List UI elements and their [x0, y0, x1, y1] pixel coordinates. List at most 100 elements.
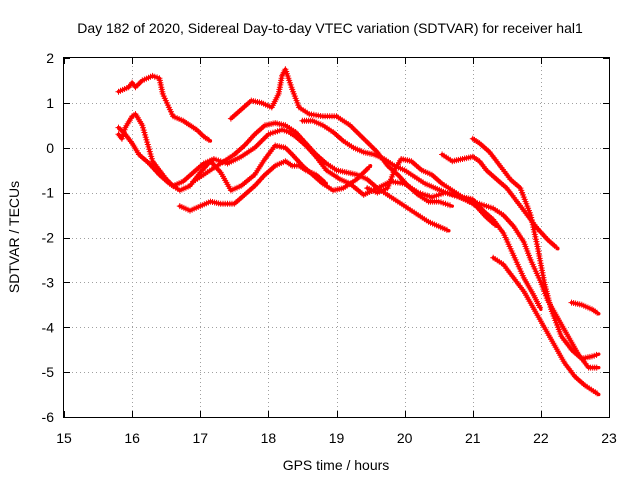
- series-markers: [568, 299, 601, 316]
- data-point: [426, 220, 431, 224]
- data-point: [477, 159, 482, 163]
- data-point: [253, 184, 257, 188]
- data-point: [222, 159, 226, 163]
- plot-area: [115, 66, 601, 397]
- data-point: [259, 101, 264, 105]
- data-point: [161, 92, 165, 96]
- series-trace-4: [176, 158, 328, 214]
- data-point: [232, 152, 236, 157]
- data-point: [375, 191, 379, 195]
- grid: [64, 58, 609, 417]
- data-point: [338, 177, 342, 181]
- data-point: [546, 238, 550, 242]
- data-point: [150, 74, 155, 78]
- series-trace-10: [469, 135, 601, 362]
- data-point: [416, 213, 420, 217]
- data-point: [430, 173, 434, 177]
- data-point: [539, 307, 543, 311]
- data-point: [491, 206, 495, 210]
- data-point: [556, 316, 560, 320]
- data-point: [198, 204, 202, 208]
- data-point: [525, 213, 529, 217]
- data-point: [208, 200, 213, 204]
- data-point: [583, 383, 587, 388]
- data-point: [202, 173, 206, 177]
- data-point: [239, 108, 243, 112]
- series-trace-5: [227, 66, 454, 209]
- data-point: [263, 123, 267, 127]
- data-point: [191, 170, 196, 175]
- data-point: [130, 114, 134, 118]
- data-point: [477, 141, 482, 145]
- x-tick-label: 16: [124, 430, 140, 446]
- data-point: [198, 170, 202, 175]
- data-point: [549, 307, 553, 311]
- data-point: [597, 352, 601, 356]
- data-point: [569, 300, 574, 305]
- data-point: [355, 173, 359, 177]
- x-tick-label: 18: [261, 430, 277, 446]
- data-point: [382, 157, 386, 161]
- data-point: [396, 200, 400, 204]
- data-point: [385, 164, 390, 168]
- data-point: [488, 150, 492, 154]
- data-point: [239, 155, 243, 159]
- data-point: [529, 258, 533, 262]
- data-point: [208, 139, 213, 143]
- data-point: [225, 161, 230, 166]
- data-point: [501, 213, 506, 217]
- data-point: [314, 152, 318, 157]
- data-point: [484, 168, 488, 172]
- data-point: [116, 125, 121, 130]
- data-point: [375, 186, 379, 190]
- data-point: [280, 128, 284, 132]
- data-point: [593, 390, 597, 394]
- x-tick-label: 19: [329, 430, 345, 446]
- data-point: [569, 348, 574, 352]
- x-axis-label: GPS time / hours: [283, 457, 390, 473]
- data-point: [498, 164, 502, 168]
- data-point: [311, 119, 315, 123]
- data-point: [494, 177, 499, 181]
- data-point: [130, 141, 134, 145]
- data-point: [133, 85, 138, 89]
- data-point: [518, 186, 523, 190]
- data-point: [368, 164, 373, 168]
- data-point: [341, 139, 345, 143]
- x-tick-label: 21: [465, 430, 481, 446]
- data-point: [396, 173, 400, 177]
- data-point: [532, 307, 536, 311]
- data-point: [178, 204, 182, 208]
- series-trace-12: [568, 299, 601, 316]
- data-point: [157, 168, 161, 172]
- data-point: [573, 375, 577, 379]
- data-point: [307, 112, 311, 116]
- data-point: [130, 81, 134, 85]
- series-line: [116, 112, 601, 370]
- data-point: [437, 224, 441, 228]
- data-point: [229, 116, 233, 121]
- data-point: [202, 161, 206, 166]
- y-tick-label: -1: [42, 185, 55, 201]
- y-axis-label: SDTVAR / TECUs: [6, 181, 22, 293]
- data-point: [253, 146, 257, 150]
- data-point: [450, 204, 454, 208]
- y-tick-labels: -6 -5 -4 -3 -2 -1 0 1 2: [42, 50, 55, 425]
- x-tick-label: 23: [601, 430, 617, 446]
- data-point: [253, 173, 257, 177]
- data-point: [178, 188, 182, 192]
- data-point: [140, 123, 144, 127]
- data-point: [481, 208, 485, 213]
- plot-frame: [63, 57, 610, 418]
- x-tick-label: 17: [192, 430, 208, 446]
- data-point: [188, 208, 192, 213]
- data-point: [437, 200, 441, 204]
- data-point: [590, 354, 594, 359]
- chart-title: Day 182 of 2020, Sidereal Day-to-day VTE…: [77, 20, 583, 36]
- data-point: [392, 168, 397, 172]
- data-point: [375, 150, 379, 154]
- data-point: [283, 123, 288, 127]
- data-point: [287, 130, 291, 134]
- data-point: [522, 240, 526, 244]
- data-point: [181, 179, 185, 184]
